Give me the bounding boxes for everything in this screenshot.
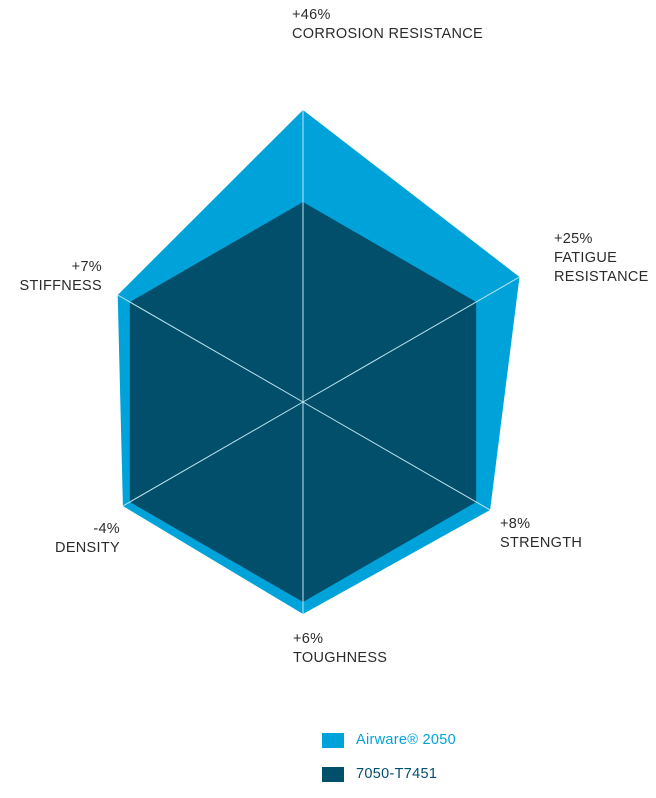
axis-label-corrosion-resistance: +46% CORROSION RESISTANCE	[292, 6, 483, 44]
legend-label-airware-2050: Airware® 2050	[356, 732, 457, 748]
axis-name-fatigue-resistance-line1: FATIGUE	[554, 250, 618, 266]
axis-label-fatigue-resistance: +25% FATIGUE RESISTANCE	[554, 230, 649, 287]
axis-name-stiffness: STIFFNESS	[19, 278, 102, 294]
axis-label-toughness: +6% TOUGHNESS	[293, 630, 387, 668]
axis-spoke-2	[302, 401, 491, 511]
axis-value-toughness: +6%	[293, 631, 324, 647]
axis-label-strength: +8% STRENGTH	[500, 515, 582, 553]
legend-label-7050-t7451: 7050-T7451	[356, 766, 438, 782]
axis-spoke-1	[302, 276, 520, 403]
axis-name-fatigue-resistance-line2: RESISTANCE	[554, 269, 649, 285]
axis-value-stiffness: +7%	[71, 259, 102, 275]
axis-spoke-4	[122, 401, 304, 507]
axis-name-density: DENSITY	[55, 540, 120, 556]
legend-item-airware-2050: Airware® 2050	[322, 730, 456, 750]
legend: Airware® 2050 7050-T7451	[322, 730, 456, 798]
axis-name-toughness: TOUGHNESS	[293, 650, 388, 666]
axis-name-corrosion-resistance: CORROSION RESISTANCE	[292, 26, 484, 42]
axis-label-density: -4% DENSITY	[52, 520, 120, 558]
axis-value-corrosion-resistance: +46%	[292, 7, 331, 23]
legend-item-7050-t7451: 7050-T7451	[322, 764, 456, 784]
axis-value-density: -4%	[93, 521, 120, 537]
legend-swatch-airware-2050	[322, 732, 344, 748]
axis-value-fatigue-resistance: +25%	[554, 231, 593, 247]
legend-swatch-7050-t7451	[322, 766, 344, 782]
axis-value-strength: +8%	[500, 516, 531, 532]
axis-name-strength: STRENGTH	[500, 535, 583, 551]
axis-spoke-5	[117, 294, 304, 403]
axis-label-stiffness: +7% STIFFNESS	[16, 258, 102, 296]
